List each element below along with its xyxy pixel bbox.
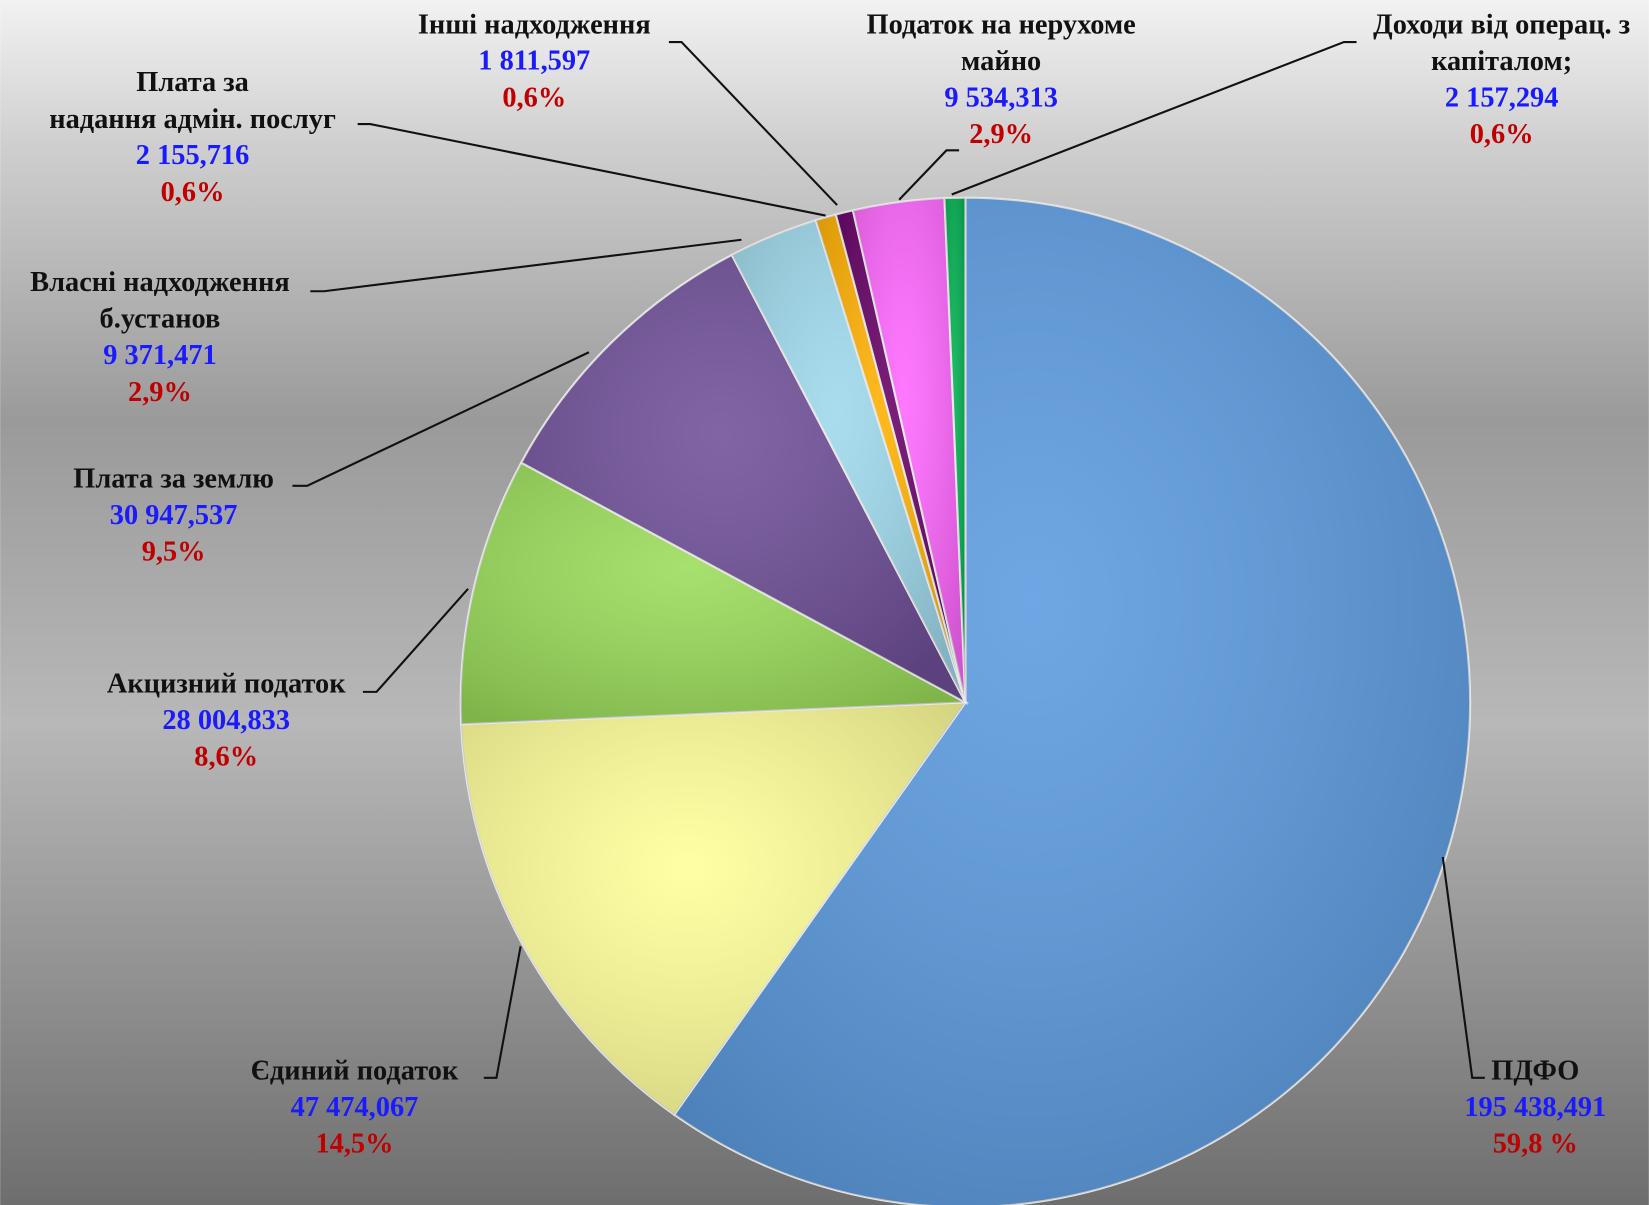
slice-label: Плата за землю [73, 463, 274, 494]
leader-line [357, 123, 826, 217]
leader-line [310, 238, 742, 293]
slice-label: Інші надходження [418, 9, 651, 40]
slice-label: Доходи від операц. з капіталом; [1373, 9, 1630, 77]
leader-line [898, 149, 960, 201]
percent-label: 0,6% [161, 177, 225, 208]
leader-line [668, 41, 838, 206]
percent-label: 14,5% [315, 1129, 393, 1160]
slice-label: ПДФО [1491, 1055, 1579, 1086]
slice-label: Податок на нерухоме майно [867, 9, 1136, 77]
value-label: 2 155,716 [136, 140, 250, 171]
value-label: 195 438,491 [1464, 1092, 1606, 1123]
percent-label: 0,6% [1470, 119, 1534, 150]
slice-label: Власні надходження б.установ [30, 266, 290, 334]
leader-line [483, 946, 522, 1079]
slice-label: Плата за надання адмін. послуг [49, 67, 336, 135]
percent-label: 2,9% [969, 119, 1033, 150]
leader-line [951, 41, 1357, 196]
percent-label: 2,9% [128, 377, 192, 408]
percent-label: 0,6% [502, 82, 566, 113]
value-label: 9 534,313 [944, 82, 1057, 113]
percent-label: 9,5% [142, 537, 206, 568]
value-label: 47 474,067 [291, 1092, 419, 1123]
value-label: 28 004,833 [162, 705, 290, 736]
percent-label: 8,6% [194, 742, 258, 773]
value-label: 2 157,294 [1445, 82, 1559, 113]
leader-line [1441, 856, 1485, 1079]
value-label: 9 371,471 [103, 340, 217, 371]
leader-line [292, 351, 590, 487]
value-label: 1 811,597 [478, 46, 590, 77]
slice-label: Єдиний податок [251, 1055, 459, 1086]
slice-label: Акцизний податок [107, 668, 346, 699]
leader-line [362, 588, 469, 693]
value-label: 30 947,537 [110, 500, 238, 531]
percent-label: 59,8 % [1493, 1129, 1578, 1160]
